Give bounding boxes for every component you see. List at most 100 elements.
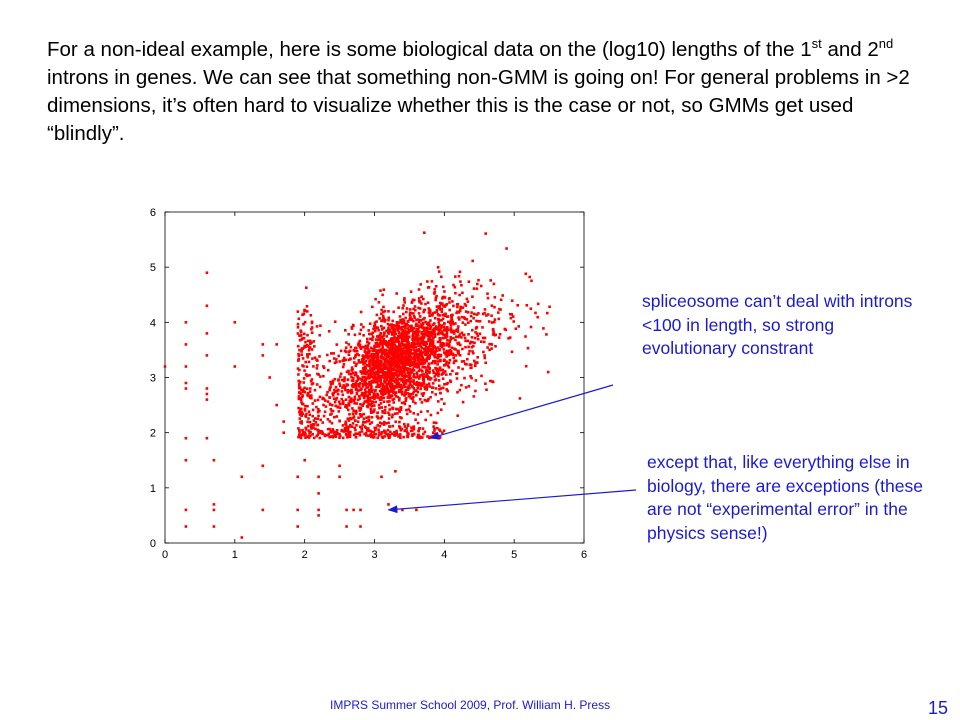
scatter-point — [424, 353, 427, 356]
scatter-point — [315, 358, 318, 361]
scatter-point — [355, 380, 358, 383]
y-tick-label: 5 — [150, 262, 156, 274]
scatter-point — [378, 377, 381, 380]
scatter-point — [328, 387, 332, 390]
scatter-point — [307, 417, 310, 420]
scatter-point — [386, 396, 389, 399]
scatter-point — [473, 336, 477, 340]
x-tick-label: 2 — [302, 549, 308, 561]
scatter-point — [426, 435, 429, 438]
intro-sup-2: nd — [878, 36, 894, 52]
scatter-point — [351, 407, 354, 410]
scatter-point — [309, 314, 313, 317]
scatter-point — [338, 400, 341, 404]
scatter-point — [530, 279, 533, 283]
scatter-point — [501, 294, 504, 297]
scatter-point — [406, 368, 409, 372]
scatter-point — [403, 359, 406, 362]
scatter-point — [423, 341, 426, 345]
scatter-point — [362, 402, 366, 405]
scatter-point — [365, 399, 369, 403]
scatter-point — [474, 331, 477, 334]
scatter-point — [307, 424, 310, 428]
scatter-point — [382, 372, 386, 376]
scatter-point — [435, 294, 438, 298]
scatter-point — [315, 367, 319, 370]
scatter-point — [398, 426, 402, 430]
scatter-point — [342, 359, 345, 362]
scatter-point — [461, 367, 464, 371]
scatter-point — [300, 420, 303, 423]
scatter-point — [365, 386, 368, 389]
scatter-point — [382, 288, 386, 291]
scatter-point — [363, 361, 367, 364]
scatter-point — [449, 351, 453, 354]
scatter-point — [387, 421, 390, 425]
scatter-point — [371, 381, 375, 384]
scatter-point — [420, 382, 424, 385]
scatter-point — [376, 417, 380, 420]
scatter-point — [334, 435, 338, 438]
scatter-point — [448, 308, 451, 312]
scatter-point — [414, 345, 417, 349]
scatter-point — [362, 334, 365, 337]
scatter-point — [430, 280, 434, 283]
scatter-point — [371, 335, 375, 338]
scatter-point — [363, 392, 367, 395]
scatter-point — [472, 287, 476, 290]
scatter-point — [303, 332, 306, 336]
scatter-point — [398, 372, 402, 375]
scatter-point — [392, 359, 396, 362]
scatter-point — [444, 327, 447, 331]
scatter-point — [497, 317, 501, 321]
scatter-point — [414, 335, 418, 339]
scatter-point — [412, 341, 415, 344]
scatter-point — [486, 313, 490, 316]
scatter-point — [509, 316, 513, 320]
scatter-point — [401, 347, 405, 351]
scatter-point — [380, 387, 384, 391]
scatter-point — [367, 388, 371, 392]
scatter-point — [440, 310, 444, 313]
scatter-point — [324, 399, 327, 402]
scatter-point — [445, 360, 448, 363]
scatter-point — [384, 354, 387, 357]
scatter-point — [436, 357, 439, 360]
scatter-point — [355, 362, 358, 366]
scatter-point — [308, 390, 312, 393]
scatter-point — [428, 336, 432, 340]
scatter-point — [387, 343, 391, 347]
scatter-point — [441, 431, 444, 434]
scatter-point — [369, 372, 372, 376]
scatter-point — [421, 360, 424, 364]
scatter-point — [412, 312, 415, 315]
scatter-point — [404, 382, 408, 385]
scatter-point — [449, 327, 453, 331]
scatter-point — [388, 330, 392, 334]
scatter-point — [476, 337, 480, 341]
scatter-point — [445, 332, 448, 335]
scatter-point — [393, 412, 397, 415]
scatter-point — [388, 400, 391, 403]
scatter-point — [425, 383, 429, 387]
scatter-point — [390, 343, 393, 346]
scatter-point — [408, 394, 412, 398]
scatter-point — [344, 420, 348, 423]
scatter-point — [383, 435, 387, 438]
scatter-point — [365, 420, 369, 423]
scatter-point — [296, 326, 300, 329]
scatter-point — [440, 326, 443, 329]
scatter-point — [345, 404, 348, 407]
scatter-point — [420, 342, 424, 345]
scatter-point — [405, 408, 408, 412]
y-tick-label: 1 — [150, 483, 156, 495]
scatter-point — [392, 310, 395, 314]
scatter-point — [356, 388, 359, 392]
scatter-point — [308, 396, 312, 399]
scatter-point — [434, 326, 437, 329]
scatter-point — [416, 390, 420, 394]
scatter-point — [300, 401, 303, 404]
scatter-point — [354, 432, 358, 435]
scatter-point — [418, 381, 421, 385]
scatter-point — [344, 350, 348, 354]
